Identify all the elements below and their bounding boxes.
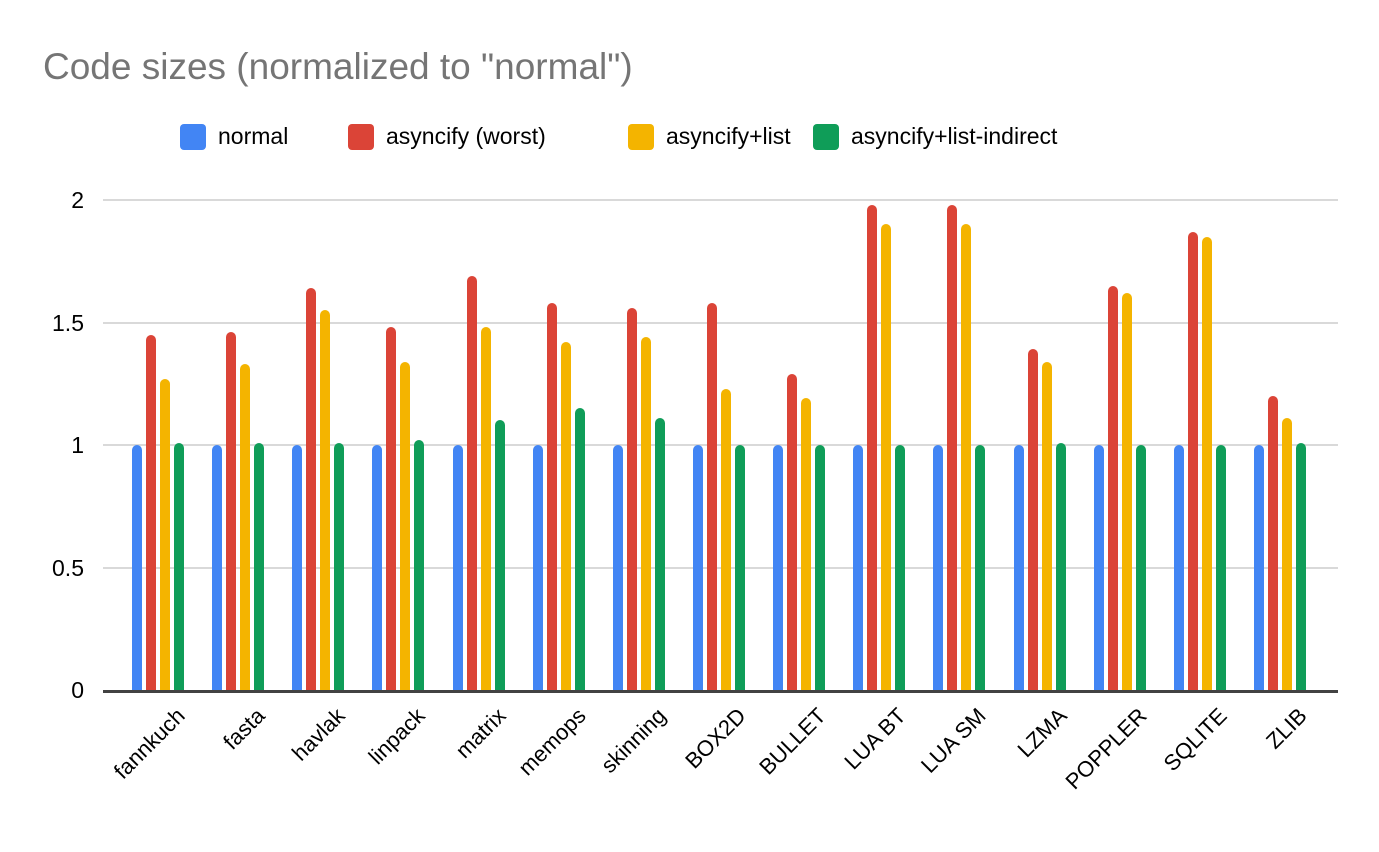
- bar: [881, 224, 891, 690]
- bar: [773, 445, 783, 690]
- x-axis-category-label: SQLITE: [1158, 703, 1232, 777]
- legend-label: normal: [218, 123, 289, 149]
- bar: [1216, 445, 1226, 690]
- bar: [174, 443, 184, 690]
- bar: [707, 303, 717, 690]
- legend-item-asyncify-list: asyncify+list: [628, 123, 791, 150]
- bar: [1188, 232, 1198, 690]
- x-axis-baseline: [103, 690, 1338, 693]
- legend-item-asyncify-list-indirect: asyncify+list-indirect: [813, 123, 1057, 150]
- bar: [1174, 445, 1184, 690]
- bar: [693, 445, 703, 690]
- bar: [481, 327, 491, 690]
- bar: [372, 445, 382, 690]
- bar: [1042, 362, 1052, 690]
- bar: [815, 445, 825, 690]
- bar: [947, 205, 957, 690]
- bar: [561, 342, 571, 690]
- legend-item-normal: normal: [180, 123, 288, 150]
- bar: [414, 440, 424, 690]
- bar: [132, 445, 142, 690]
- bar: [1136, 445, 1146, 690]
- bar: [533, 445, 543, 690]
- x-axis-category-label: LUA BT: [839, 703, 911, 775]
- bar: [1028, 349, 1038, 690]
- bar: [961, 224, 971, 690]
- bar: [334, 443, 344, 690]
- bar: [627, 308, 637, 690]
- legend-label: asyncify+list: [666, 123, 791, 149]
- bar: [1056, 443, 1066, 690]
- bar: [1268, 396, 1278, 690]
- gridline: [103, 444, 1338, 446]
- bar: [641, 337, 651, 690]
- bar: [613, 445, 623, 690]
- bar: [975, 445, 985, 690]
- gridline: [103, 566, 1338, 569]
- bar: [212, 445, 222, 690]
- y-axis-tick-label: 1: [71, 432, 84, 458]
- bar: [575, 408, 585, 690]
- x-axis-category-label: fasta: [218, 703, 270, 755]
- bar: [853, 445, 863, 690]
- legend-label: asyncify+list-indirect: [851, 123, 1058, 149]
- bar: [226, 332, 236, 690]
- bar: [160, 379, 170, 690]
- bar: [895, 445, 905, 690]
- legend-swatch-icon: [348, 123, 374, 150]
- x-axis-category-label: LUA SM: [915, 703, 991, 778]
- bar: [254, 443, 264, 690]
- legend-item-asyncify-worst: asyncify (worst): [348, 123, 546, 150]
- x-axis-category-label: BULLET: [754, 703, 831, 780]
- bar: [735, 445, 745, 690]
- x-axis-category-label: ZLIB: [1261, 703, 1312, 754]
- bar: [655, 418, 665, 690]
- bar: [1122, 293, 1132, 690]
- bar: [453, 445, 463, 690]
- x-axis-category-label: LZMA: [1012, 703, 1072, 763]
- bar: [1108, 286, 1118, 690]
- bar: [1254, 445, 1264, 690]
- x-axis-category-label: skinning: [595, 703, 671, 778]
- y-axis-tick-label: 1.5: [52, 309, 84, 336]
- bar: [306, 288, 316, 690]
- legend-swatch-icon: [628, 123, 654, 150]
- x-axis-category-label: linpack: [363, 703, 430, 770]
- bar: [292, 445, 302, 690]
- legend-swatch-icon: [180, 123, 206, 150]
- y-axis-tick-label: 0: [71, 677, 84, 703]
- bar: [721, 389, 731, 690]
- x-axis-category-label: BOX2D: [680, 703, 751, 774]
- x-axis-category-label: havlak: [287, 703, 350, 766]
- y-axis-tick-label: 2: [71, 187, 84, 213]
- bar: [1282, 418, 1292, 690]
- bar: [240, 364, 250, 690]
- bar: [933, 445, 943, 690]
- y-axis-tick-label: 0.5: [52, 554, 84, 581]
- bar: [867, 205, 877, 690]
- bar: [146, 335, 156, 690]
- bar: [1014, 445, 1024, 690]
- bar: [787, 374, 797, 690]
- legend-label: asyncify (worst): [386, 123, 546, 149]
- bar: [547, 303, 557, 690]
- bar: [495, 420, 505, 690]
- legend-swatch-icon: [813, 123, 839, 150]
- bar: [400, 362, 410, 690]
- bar: [320, 310, 330, 690]
- gridline: [103, 199, 1338, 201]
- x-axis-category-label: memops: [513, 703, 591, 781]
- chart-title: Code sizes (normalized to "normal"): [43, 46, 633, 87]
- bar: [1296, 443, 1306, 690]
- x-axis-category-label: matrix: [450, 703, 511, 764]
- x-axis-category-label: fannkuch: [108, 703, 190, 784]
- bar: [386, 327, 396, 690]
- x-axis-category-label: POPPLER: [1060, 703, 1152, 795]
- bar: [1202, 237, 1212, 690]
- bar: [467, 276, 477, 690]
- bar: [1094, 445, 1104, 690]
- bar: [801, 398, 811, 690]
- gridline: [103, 321, 1338, 324]
